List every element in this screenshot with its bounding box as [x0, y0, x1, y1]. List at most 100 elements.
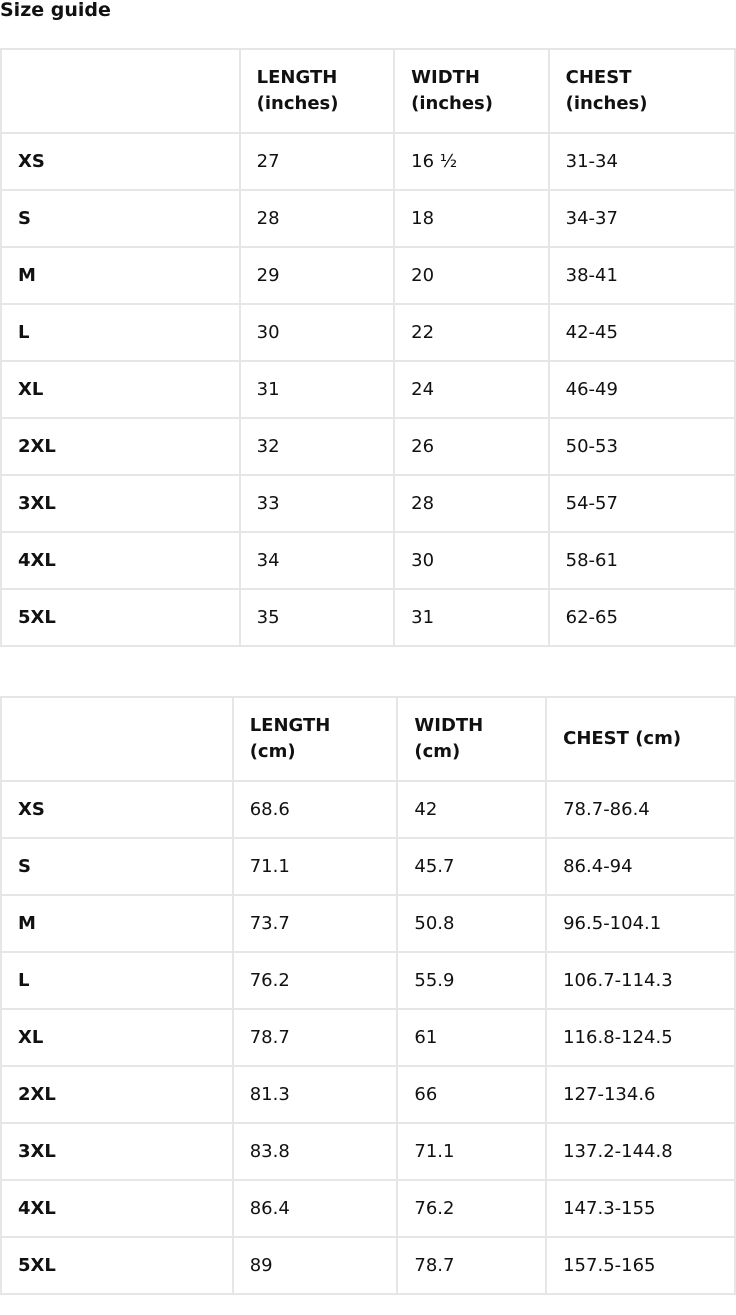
measurement-cell: 76.2 [396, 1179, 548, 1238]
size-label: S [0, 189, 241, 248]
measurement-cell: 35 [238, 588, 396, 647]
size-label: XS [0, 132, 241, 191]
column-header: CHEST (inches) [547, 48, 736, 134]
table-row: 2XL 32 26 50-53 [0, 417, 736, 476]
table-row: S 28 18 34-37 [0, 189, 736, 248]
column-header [0, 48, 241, 134]
measurement-cell: 147.3-155 [545, 1179, 736, 1238]
size-table-cm: LENGTH (cm) WIDTH (cm) CHEST (cm) XS 68.6 42… [0, 696, 736, 1295]
size-label: M [0, 246, 241, 305]
measurement-cell: 42 [396, 780, 548, 839]
table-row: 4XL 34 30 58-61 [0, 531, 736, 590]
column-header: WIDTH (cm) [396, 696, 548, 782]
measurement-cell: 50-53 [547, 417, 736, 476]
measurement-cell: 83.8 [231, 1122, 399, 1181]
measurement-cell: 18 [393, 189, 550, 248]
table-row: 2XL 81.3 66 127-134.6 [0, 1065, 736, 1124]
measurement-cell: 157.5-165 [545, 1236, 736, 1295]
measurement-cell: 78.7 [231, 1008, 399, 1067]
size-label: L [0, 303, 241, 362]
measurement-cell: 30 [238, 303, 396, 362]
size-label: XS [0, 780, 234, 839]
measurement-cell: 27 [238, 132, 396, 191]
measurement-cell: 16 ½ [393, 132, 550, 191]
column-header [0, 696, 234, 782]
measurement-cell: 55.9 [396, 951, 548, 1010]
measurement-cell: 81.3 [231, 1065, 399, 1124]
table-row: XS 68.6 42 78.7-86.4 [0, 780, 736, 839]
measurement-cell: 34 [238, 531, 396, 590]
measurement-cell: 73.7 [231, 894, 399, 953]
measurement-cell: 71.1 [231, 837, 399, 896]
measurement-cell: 46-49 [547, 360, 736, 419]
measurement-cell: 116.8-124.5 [545, 1008, 736, 1067]
column-header: WIDTH (inches) [393, 48, 550, 134]
measurement-cell: 137.2-144.8 [545, 1122, 736, 1181]
size-label: S [0, 837, 234, 896]
size-label: XL [0, 1008, 234, 1067]
measurement-cell: 38-41 [547, 246, 736, 305]
table-row: XL 78.7 61 116.8-124.5 [0, 1008, 736, 1067]
measurement-cell: 78.7-86.4 [545, 780, 736, 839]
measurement-cell: 22 [393, 303, 550, 362]
size-label: 3XL [0, 474, 241, 533]
measurement-cell: 127-134.6 [545, 1065, 736, 1124]
size-label: XL [0, 360, 241, 419]
measurement-cell: 68.6 [231, 780, 399, 839]
table-row: 3XL 33 28 54-57 [0, 474, 736, 533]
measurement-cell: 86.4 [231, 1179, 399, 1238]
table-row: S 71.1 45.7 86.4-94 [0, 837, 736, 896]
measurement-cell: 96.5-104.1 [545, 894, 736, 953]
size-label: L [0, 951, 234, 1010]
column-header: LENGTH (cm) [231, 696, 399, 782]
header-row: LENGTH (inches) WIDTH (inches) CHEST (inch… [0, 48, 736, 134]
measurement-cell: 26 [393, 417, 550, 476]
measurement-cell: 61 [396, 1008, 548, 1067]
measurement-cell: 32 [238, 417, 396, 476]
measurement-cell: 78.7 [396, 1236, 548, 1295]
table-row: L 76.2 55.9 106.7-114.3 [0, 951, 736, 1010]
measurement-cell: 89 [231, 1236, 399, 1295]
measurement-cell: 20 [393, 246, 550, 305]
table-row: XS 27 16 ½ 31-34 [0, 132, 736, 191]
measurement-cell: 30 [393, 531, 550, 590]
measurement-cell: 54-57 [547, 474, 736, 533]
size-label: 4XL [0, 531, 241, 590]
table-row: 3XL 83.8 71.1 137.2-144.8 [0, 1122, 736, 1181]
measurement-cell: 28 [393, 474, 550, 533]
measurement-cell: 66 [396, 1065, 548, 1124]
size-label: 3XL [0, 1122, 234, 1181]
size-table-inches: LENGTH (inches) WIDTH (inches) CHEST (inch… [0, 48, 736, 647]
measurement-cell: 33 [238, 474, 396, 533]
size-label: 2XL [0, 417, 241, 476]
table-row: M 29 20 38-41 [0, 246, 736, 305]
size-label: 2XL [0, 1065, 234, 1124]
measurement-cell: 58-61 [547, 531, 736, 590]
measurement-cell: 29 [238, 246, 396, 305]
table-row: M 73.7 50.8 96.5-104.1 [0, 894, 736, 953]
measurement-cell: 31 [238, 360, 396, 419]
size-label: 4XL [0, 1179, 234, 1238]
header-row: LENGTH (cm) WIDTH (cm) CHEST (cm) [0, 696, 736, 782]
table-row: 5XL 35 31 62-65 [0, 588, 736, 647]
page-title: Size guide [0, 0, 111, 21]
measurement-cell: 31-34 [547, 132, 736, 191]
measurement-cell: 50.8 [396, 894, 548, 953]
size-label: 5XL [0, 1236, 234, 1295]
table-row: XL 31 24 46-49 [0, 360, 736, 419]
measurement-cell: 106.7-114.3 [545, 951, 736, 1010]
measurement-cell: 71.1 [396, 1122, 548, 1181]
measurement-cell: 42-45 [547, 303, 736, 362]
measurement-cell: 45.7 [396, 837, 548, 896]
column-header: CHEST (cm) [545, 696, 736, 782]
column-header: LENGTH (inches) [238, 48, 396, 134]
measurement-cell: 76.2 [231, 951, 399, 1010]
measurement-cell: 28 [238, 189, 396, 248]
measurement-cell: 62-65 [547, 588, 736, 647]
measurement-cell: 86.4-94 [545, 837, 736, 896]
table-row: 4XL 86.4 76.2 147.3-155 [0, 1179, 736, 1238]
table-row: 5XL 89 78.7 157.5-165 [0, 1236, 736, 1295]
size-label: 5XL [0, 588, 241, 647]
table-row: L 30 22 42-45 [0, 303, 736, 362]
size-label: M [0, 894, 234, 953]
